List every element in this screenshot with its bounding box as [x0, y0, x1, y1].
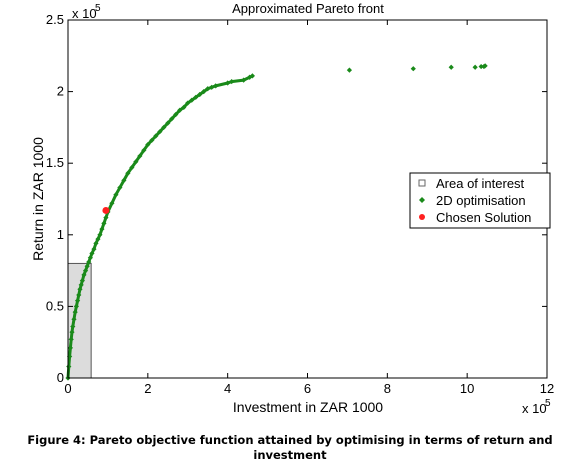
svg-text:x 10: x 10 [72, 6, 97, 21]
caption-line-1: Figure 4: Pareto objective function atta… [27, 433, 553, 447]
data-point [472, 64, 478, 70]
legend-square-icon [418, 179, 426, 187]
data-point [448, 64, 454, 70]
x-exponent-label: x 10 5 [522, 398, 551, 416]
legend-item-area-of-interest: Area of interest [418, 176, 525, 191]
y-tick-label: 2 [57, 84, 64, 99]
series-2d-optimisation [65, 63, 488, 381]
x-tick-label: 2 [144, 381, 151, 396]
svg-text:x 10: x 10 [522, 401, 547, 416]
area-of-interest-rect [67, 262, 92, 379]
data-point [346, 67, 353, 73]
data-point [478, 63, 484, 70]
svg-text:5: 5 [545, 398, 551, 409]
y-tick-label: 0 [57, 370, 64, 385]
data-point [410, 66, 416, 72]
figure-caption: Figure 4: Pareto objective function atta… [0, 433, 580, 463]
legend-item-2d-optimisation: 2D optimisation [419, 193, 526, 208]
y-axis-title: Return in ZAR 1000 [30, 137, 46, 261]
data-point [482, 63, 488, 69]
x-axis-title: Investment in ZAR 1000 [233, 399, 383, 415]
y-exponent-label: x 10 5 [72, 3, 101, 21]
series-chosen-solution [102, 206, 110, 214]
plot-area [65, 63, 488, 381]
chart-title: Approximated Pareto front [232, 1, 384, 16]
series-curve [66, 74, 254, 379]
y-tick-label: 1 [57, 227, 64, 242]
chosen-solution-point [102, 206, 110, 214]
legend-label: Chosen Solution [436, 210, 531, 225]
legend-diamond-icon [419, 197, 425, 203]
x-axis: 0 2 4 6 8 10 12 [64, 20, 554, 396]
x-tick-label: 4 [224, 381, 231, 396]
y-axis: 0 0.5 1 1.5 2 2.5 [46, 12, 547, 385]
legend-label: Area of interest [436, 176, 525, 191]
x-tick-label: 12 [540, 381, 554, 396]
legend-label: 2D optimisation [436, 193, 526, 208]
caption-line-2: investment [253, 448, 327, 462]
x-tick-label: 0 [64, 381, 71, 396]
x-tick-label: 8 [384, 381, 391, 396]
svg-text:5: 5 [95, 3, 101, 14]
pareto-front-chart: Approximated Pareto front 0 2 4 6 8 10 12 00.5… [30, 1, 554, 416]
x-tick-label: 6 [304, 381, 311, 396]
y-tick-label: 1.5 [46, 155, 64, 170]
y-tick-label: 2.5 [46, 12, 64, 27]
x-tick-label: 10 [460, 381, 474, 396]
legend-box [409, 172, 551, 229]
legend-circle-icon [419, 214, 425, 220]
legend: Area of interest 2D optimisation Chosen … [409, 172, 551, 229]
y-tick-label: 0.5 [46, 298, 64, 313]
legend-item-chosen-solution: Chosen Solution [419, 210, 531, 225]
